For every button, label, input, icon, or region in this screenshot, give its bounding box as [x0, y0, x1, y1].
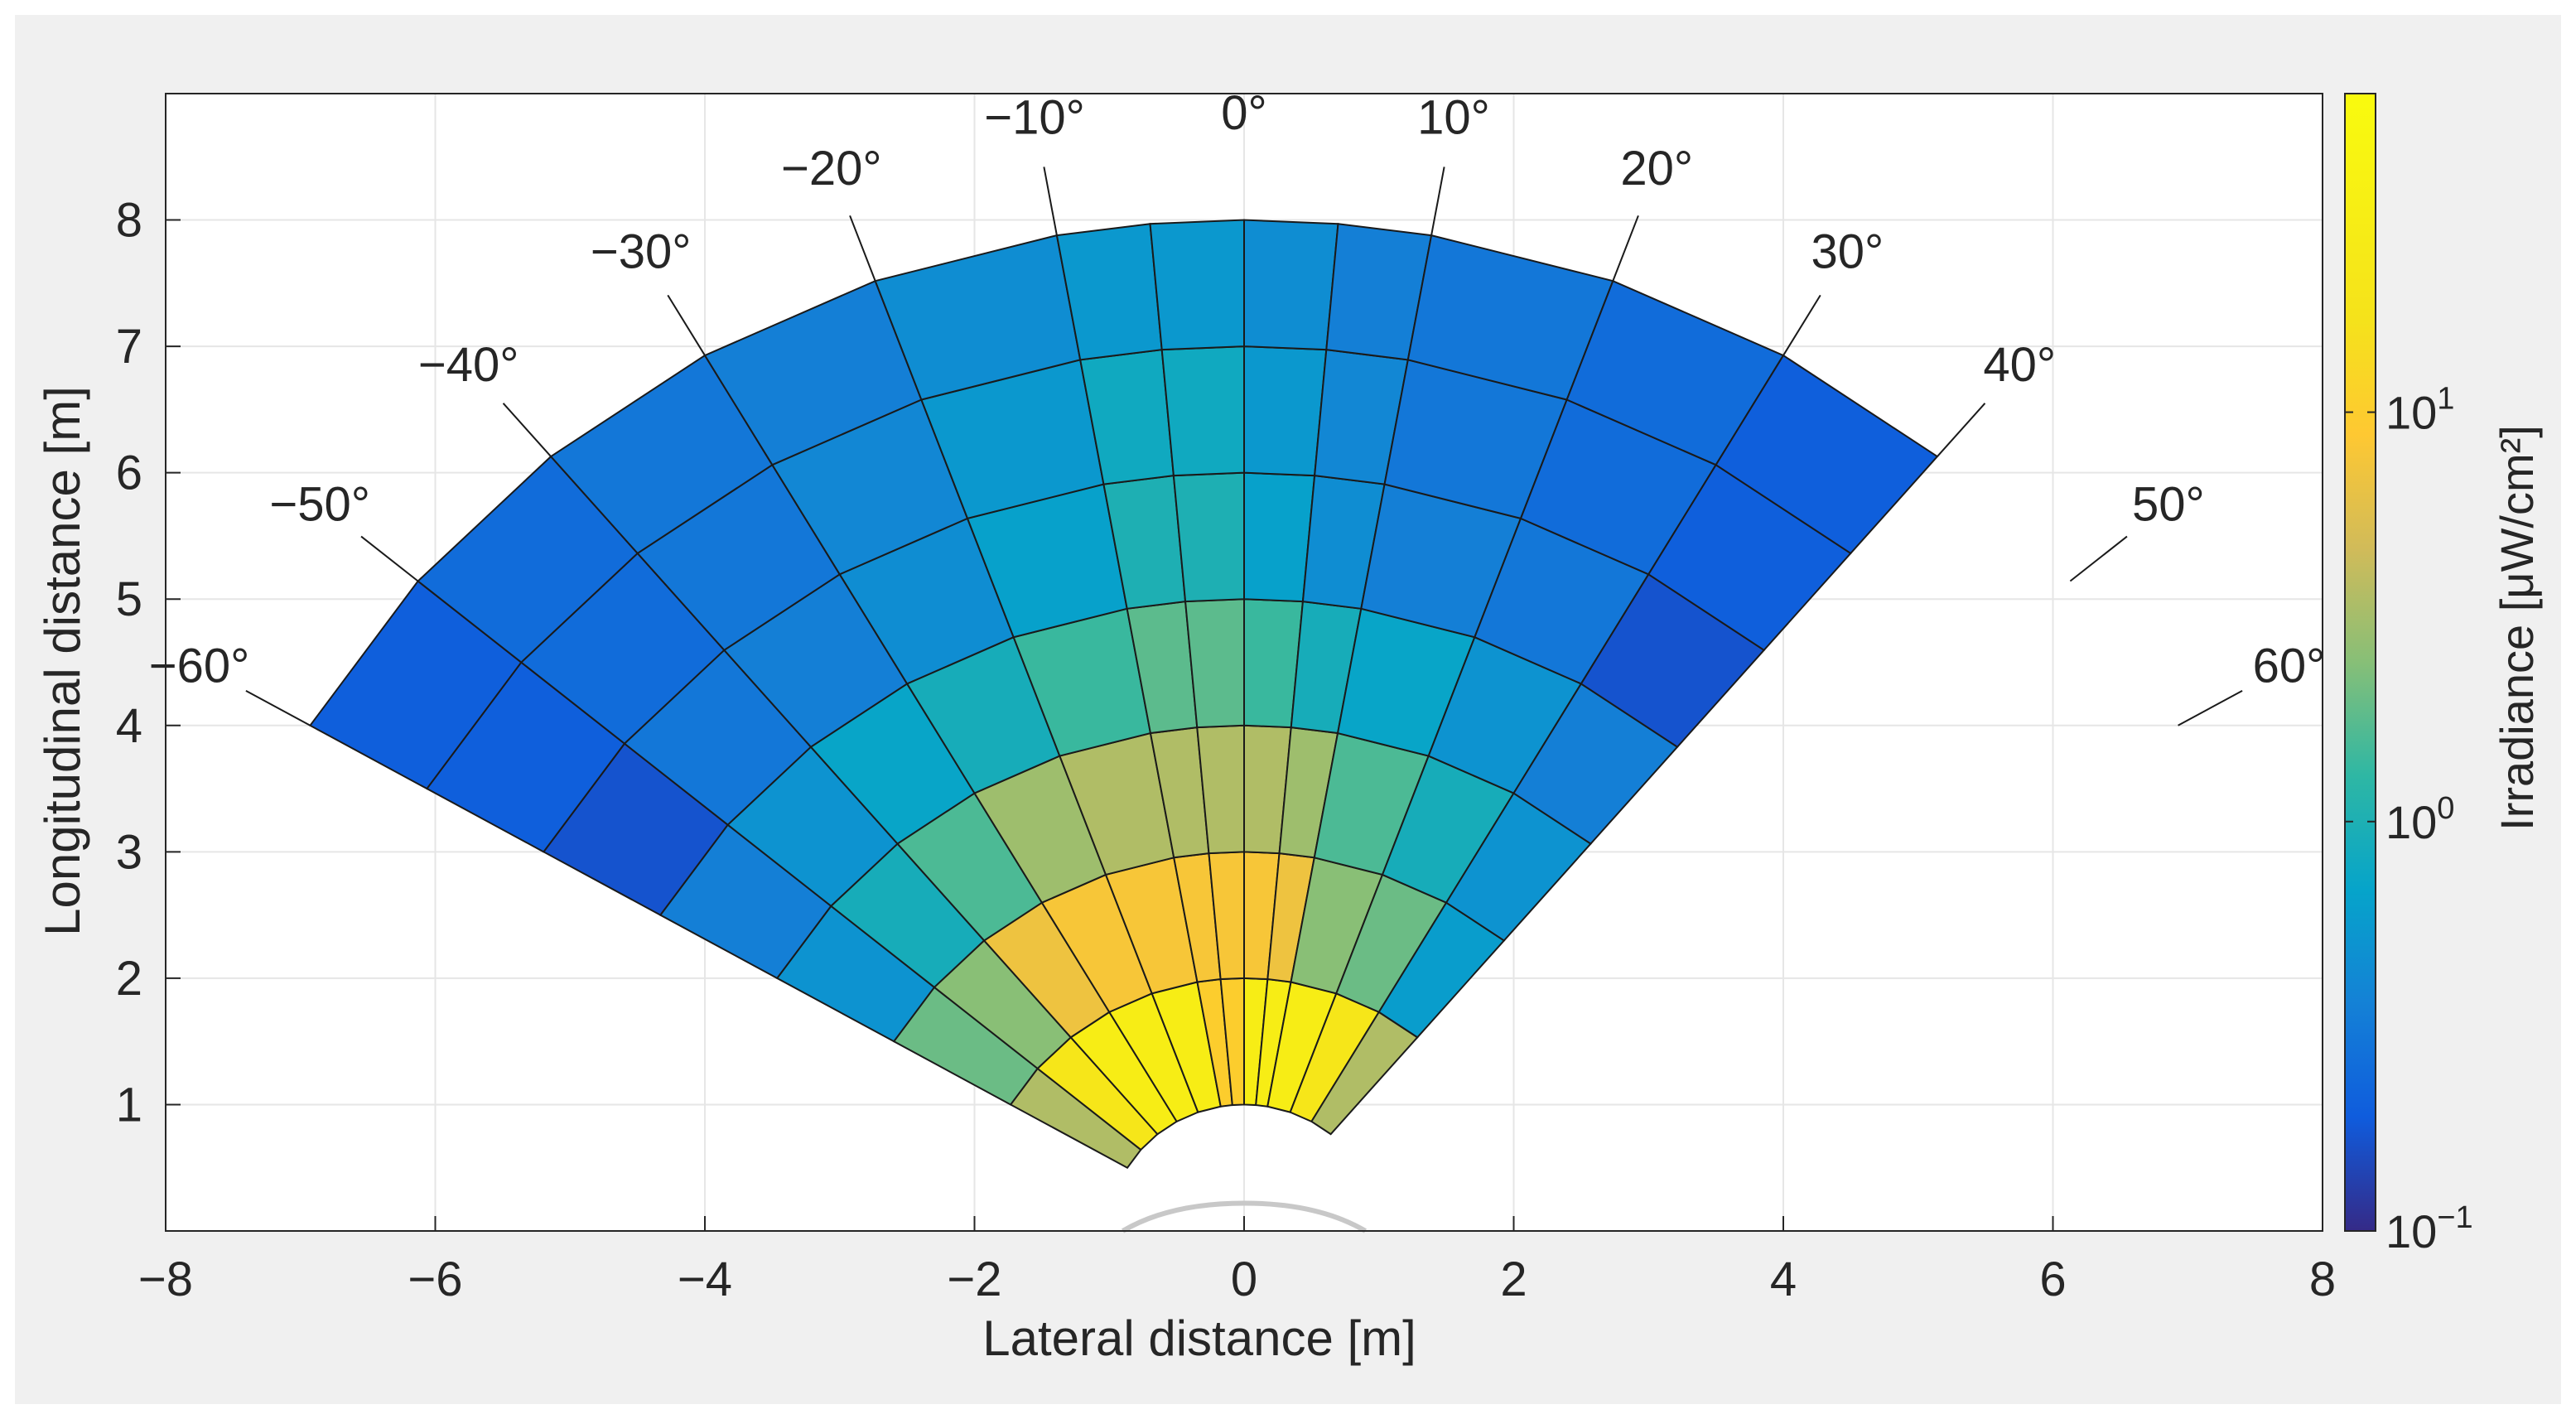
y-tick-label: 2 — [116, 952, 142, 1006]
colorbar — [2344, 93, 2376, 1232]
angle-label: 60° — [2253, 639, 2326, 693]
angle-leader-line — [1612, 215, 1639, 282]
heatmap-cell — [1243, 219, 1339, 351]
angle-leader-line — [1430, 167, 1445, 236]
x-axis-ticks: −8 −6 −4 −2 0 2 4 6 8 — [138, 1216, 2336, 1306]
angle-label: 30° — [1811, 225, 1884, 279]
colorbar-tick-label: 101 — [2385, 382, 2454, 439]
y-tick-label: 8 — [116, 194, 142, 248]
angle-label: −50° — [269, 477, 370, 531]
angle-rays — [245, 167, 2243, 726]
angle-leader-line — [245, 689, 311, 726]
angle-leader-line — [2178, 689, 2243, 726]
y-axis-ticks: 1 2 3 4 5 6 7 8 — [116, 194, 181, 1132]
colorbar-label: Irradiance [μW/cm²] — [2491, 425, 2543, 831]
angle-leader-line — [502, 403, 552, 457]
angle-label: −10° — [984, 90, 1085, 144]
x-axis-label: Lateral distance [m] — [982, 1310, 1416, 1366]
x-tick-label: 4 — [1770, 1252, 1797, 1306]
angle-label: 0° — [1221, 86, 1266, 140]
angle-label: 10° — [1417, 90, 1490, 144]
colorbar-ticks: 10−1 100 101 — [2345, 382, 2473, 1257]
angle-label: 40° — [1983, 338, 2056, 392]
vehicle-outline — [1122, 1200, 1367, 1233]
angle-label: 50° — [2132, 477, 2205, 531]
y-tick-label: 1 — [116, 1078, 142, 1132]
angle-label: −60° — [149, 639, 250, 693]
x-tick-label: −6 — [408, 1252, 462, 1306]
angle-label: −20° — [781, 142, 882, 195]
y-tick-label: 4 — [116, 699, 142, 753]
x-tick-label: 6 — [2039, 1252, 2066, 1306]
x-tick-label: −4 — [678, 1252, 732, 1306]
colorbar-tick-label: 100 — [2385, 791, 2454, 848]
y-tick-label: 7 — [116, 320, 142, 374]
y-tick-label: 5 — [116, 572, 142, 626]
angle-leader-line — [1937, 403, 1986, 457]
y-tick-label: 3 — [116, 825, 142, 879]
x-tick-label: 8 — [2309, 1252, 2336, 1306]
y-tick-label: 6 — [116, 446, 142, 500]
heatmap-cell — [1172, 471, 1245, 603]
irradiance-polar-heatmap: −60°−50°−40°−30°−20°−10° 0° 10°20°30°40°50… — [35, 86, 2543, 1366]
heatmap-cell — [1243, 345, 1328, 477]
x-tick-label: −2 — [947, 1252, 1001, 1306]
angle-leader-line — [2069, 535, 2128, 582]
x-tick-label: −8 — [138, 1252, 193, 1306]
angle-leader-line — [849, 215, 876, 282]
angle-label: 20° — [1620, 142, 1693, 195]
angle-leader-line — [1782, 294, 1821, 356]
angle-leader-line — [1043, 167, 1058, 236]
angle-label: −40° — [418, 338, 519, 392]
heatmap-cell — [1149, 219, 1245, 351]
x-tick-label: 0 — [1231, 1252, 1257, 1306]
colorbar-tick-label: 10−1 — [2385, 1200, 2473, 1257]
angle-labels: −60° −50° −40° −30° −20° −10° 0° 10° 20° 30° 40° 50… — [149, 86, 2326, 693]
figure-background: −60° −50° −40° −30° −20° −10° 0° 10° 20° 30° 40° 50… — [15, 15, 2561, 1404]
angle-label: −30° — [591, 225, 692, 279]
heatmap-cell — [1160, 345, 1245, 477]
angle-leader-line — [360, 535, 419, 582]
angle-leader-line — [667, 294, 706, 356]
y-axis-label: Longitudinal distance [m] — [35, 386, 90, 936]
x-tick-label: 2 — [1500, 1252, 1527, 1306]
heatmap-cells — [308, 219, 1939, 1170]
